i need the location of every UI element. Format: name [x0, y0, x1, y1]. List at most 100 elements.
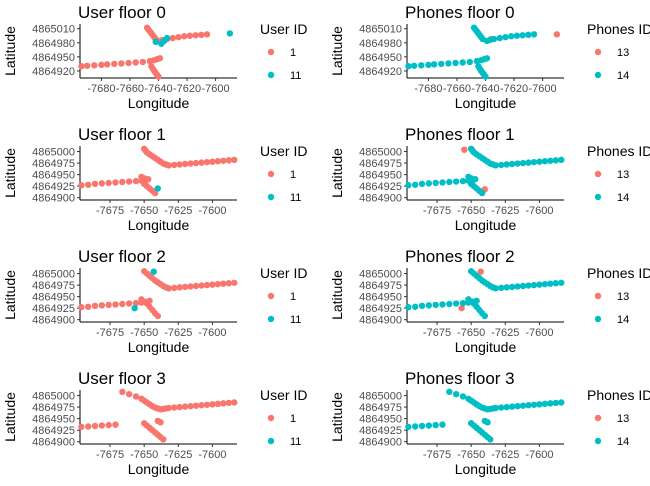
scatter-point [118, 60, 125, 67]
scatter-point [154, 312, 162, 320]
x-tick-label: -7660 [443, 83, 471, 95]
scatter-panel: Phones floor 1 48649004864925486495048649… [329, 125, 650, 233]
y-tick-label: 4865010 [32, 24, 75, 36]
scatter-point [530, 401, 538, 408]
y-tick-label: 4865000 [359, 269, 402, 281]
scatter-point [231, 279, 238, 286]
scatter-point [541, 280, 549, 288]
scatter-point [459, 59, 466, 66]
legend-key [267, 48, 275, 56]
y-tick-label: 4864900 [32, 315, 75, 327]
scatter-point [492, 285, 499, 292]
scatter-point [481, 312, 489, 320]
scatter-point [558, 279, 565, 286]
legend-entry: 11 [290, 70, 301, 82]
x-tick-label: -7650 [457, 205, 485, 217]
legend-entry: 14 [617, 314, 629, 326]
y-tick-label: 4864975 [359, 158, 402, 170]
y-tick-label: 4864975 [359, 402, 402, 414]
x-tick-label: -7625 [491, 449, 519, 461]
scatter-point [547, 280, 554, 287]
scatter-point [119, 178, 126, 186]
legend-entry: 14 [617, 70, 629, 82]
scatter-point [198, 402, 205, 409]
x-tick-label: -7625 [491, 327, 519, 339]
x-tick-label: -7620 [173, 83, 201, 95]
scatter-point [203, 281, 211, 289]
y-tick-label: 4864925 [359, 425, 402, 437]
scatter-point [231, 399, 238, 406]
scatter-point [175, 33, 182, 41]
scatter-point [203, 158, 211, 166]
scatter-panel: Phones floor 2 48649004864925486495048649… [329, 247, 650, 355]
y-tick-label: 4864950 [32, 414, 75, 426]
legend-key [267, 437, 275, 445]
y-tick-label: 4865000 [32, 391, 75, 403]
scatter-point [410, 62, 418, 69]
scatter-point [502, 33, 509, 41]
scatter-point [220, 280, 227, 287]
scatter-point [78, 304, 85, 311]
x-axis-label: Longitude [128, 95, 190, 111]
legend-key [594, 437, 602, 445]
x-tick-label: -7640 [471, 83, 499, 95]
scatter-point [425, 180, 433, 187]
panel-title: User floor 3 [78, 369, 166, 388]
scatter-point [105, 421, 112, 429]
scatter-point [231, 156, 238, 164]
scatter-point [466, 58, 473, 66]
scatter-point [220, 157, 227, 164]
scatter-point [508, 283, 516, 291]
scatter-point [418, 180, 426, 188]
scatter-point [171, 404, 178, 411]
scatter-point [519, 282, 527, 290]
scatter-point [163, 34, 171, 42]
scatter-point [225, 399, 233, 407]
legend-title: User ID [260, 21, 307, 37]
scatter-point [156, 55, 164, 62]
scatter-point [547, 157, 554, 164]
scatter-point [83, 62, 91, 69]
y-axis-label: Latitude [2, 270, 18, 320]
legend-key [267, 292, 275, 300]
scatter-point [514, 160, 521, 167]
scatter-point [418, 302, 426, 310]
y-axis-label: Latitude [2, 26, 18, 76]
legend-key [594, 48, 602, 56]
scatter-point [536, 158, 543, 165]
scatter-point [105, 179, 112, 187]
scatter-point [132, 177, 140, 185]
legend-entry: 13 [617, 413, 629, 425]
scatter-point [459, 177, 467, 185]
scatter-point [432, 301, 439, 309]
scatter-point [536, 281, 543, 288]
scatter-point [132, 393, 140, 400]
legend-key [267, 414, 275, 422]
legend-title: Phones ID [587, 143, 650, 159]
scatter-point [214, 280, 222, 288]
scatter-point [169, 34, 176, 42]
legend-key [267, 315, 275, 323]
scatter-point [445, 60, 452, 67]
scatter-point [143, 176, 151, 183]
y-tick-label: 4864925 [359, 303, 402, 315]
legend-key [594, 71, 602, 79]
panel-title: User floor 0 [78, 3, 166, 22]
scatter-point [154, 185, 162, 192]
scatter-point [98, 422, 106, 429]
scatter-point [132, 299, 140, 307]
scatter-point [514, 283, 521, 290]
y-tick-label: 4864920 [359, 66, 402, 78]
scatter-point [187, 160, 194, 167]
scatter-point [181, 403, 189, 410]
scatter-point [192, 402, 200, 409]
scatter-panel: User floor 0 4864920 4864950 4864980 4865010… [2, 3, 307, 111]
scatter-point [498, 161, 505, 169]
legend-title: User ID [260, 387, 307, 403]
x-tick-label: -7600 [525, 449, 553, 461]
scatter-point [452, 390, 460, 398]
scatter-point [160, 436, 167, 443]
x-axis-label: Longitude [128, 339, 190, 355]
scatter-point [84, 181, 92, 188]
x-tick-label: -7680 [87, 83, 115, 95]
